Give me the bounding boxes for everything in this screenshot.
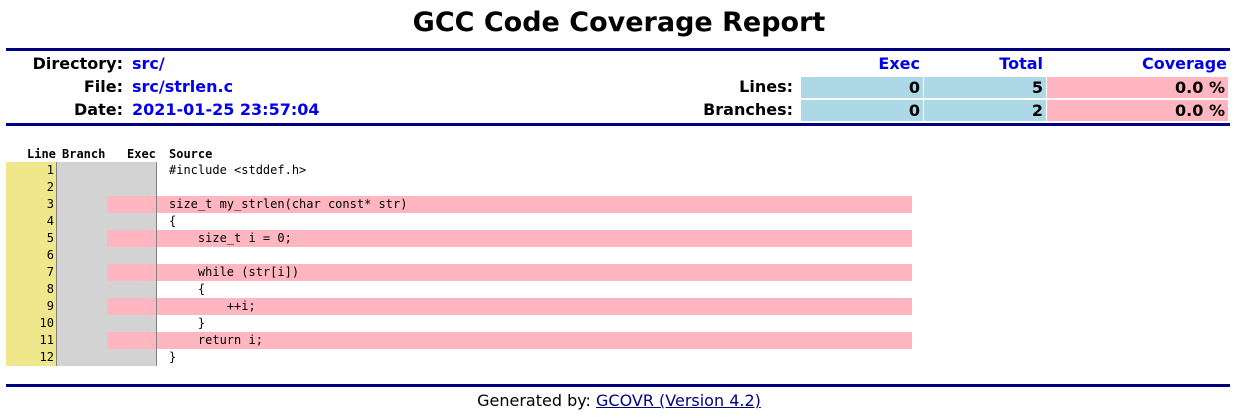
header-rule-bottom: [6, 123, 1230, 126]
line-number[interactable]: 4: [6, 213, 56, 230]
line-number[interactable]: 11: [6, 332, 56, 349]
exec-cell: [107, 247, 157, 264]
source-code: return i;: [157, 332, 912, 349]
col-header-line: Line: [27, 147, 56, 161]
branch-cell: [56, 349, 108, 366]
date-label: Date:: [74, 100, 123, 119]
file-value[interactable]: src/strlen.c: [132, 77, 234, 96]
line-number[interactable]: 10: [6, 315, 56, 332]
lines-exec: 0: [801, 77, 923, 98]
exec-cell: [107, 281, 157, 298]
source-code: [157, 179, 912, 196]
footer-rule: [6, 384, 1230, 387]
branches-total: 2: [924, 100, 1046, 121]
line-number[interactable]: 6: [6, 247, 56, 264]
page-title: GCC Code Coverage Report: [412, 7, 826, 38]
file-label: File:: [83, 77, 123, 96]
exec-cell: [107, 162, 157, 179]
date-value: 2021-01-25 23:57:04: [132, 100, 320, 119]
branch-cell: [56, 247, 108, 264]
col-header-source: Source: [169, 147, 213, 161]
line-number[interactable]: 1: [6, 162, 56, 179]
line-number[interactable]: 7: [6, 264, 56, 281]
source-row: 1 #include <stddef.h>: [6, 162, 912, 179]
source-row: 8 {: [6, 281, 912, 298]
source-code: size_t i = 0;: [157, 230, 912, 247]
source-code: }: [169, 316, 206, 330]
line-number[interactable]: 8: [6, 281, 56, 298]
header-rule-top: [6, 48, 1230, 51]
source-row: 7 while (str[i]): [6, 264, 912, 281]
source-row: 2: [6, 179, 912, 196]
exec-cell: [107, 298, 157, 315]
exec-cell: [107, 264, 157, 281]
source-row: 3 size_t my_strlen(char const* str): [6, 196, 912, 213]
source-row: 11 return i;: [6, 332, 912, 349]
lines-label: Lines:: [739, 77, 793, 96]
source-code: {: [169, 214, 177, 228]
branches-exec: 0: [801, 100, 923, 121]
lines-coverage: 0.0 %: [1047, 77, 1228, 98]
branches-coverage: 0.0 %: [1047, 100, 1228, 121]
branches-label: Branches:: [703, 100, 793, 119]
source-code: {: [169, 282, 206, 296]
coverage-header[interactable]: Coverage: [1141, 54, 1227, 73]
exec-cell: [107, 213, 157, 230]
source-row: 5 size_t i = 0;: [6, 230, 912, 247]
branch-cell: [56, 196, 108, 213]
exec-cell: [107, 332, 157, 349]
branch-cell: [56, 315, 108, 332]
footer-prefix: Generated by:: [477, 391, 596, 410]
branch-cell: [56, 213, 108, 230]
branch-cell: [56, 162, 108, 179]
branch-cell: [56, 332, 108, 349]
branch-cell: [56, 281, 108, 298]
line-number[interactable]: 2: [6, 179, 56, 196]
col-header-exec: Exec: [127, 147, 156, 161]
total-header[interactable]: Total: [999, 54, 1043, 73]
source-row: 9 ++i;: [6, 298, 912, 315]
source-table: 1 #include <stddef.h> 2 3 size_t my_strlen(c…: [6, 162, 912, 366]
exec-cell: [107, 230, 157, 247]
source-code: size_t my_strlen(char const* str): [157, 196, 912, 213]
source-code: }: [169, 350, 177, 364]
source-code: while (str[i]): [157, 264, 912, 281]
line-number[interactable]: 9: [6, 298, 56, 315]
source-row: 12}: [6, 349, 912, 366]
exec-header[interactable]: Exec: [878, 54, 920, 73]
footer: Generated by: GCOVR (Version 4.2): [0, 390, 1238, 412]
directory-label: Directory:: [32, 54, 123, 73]
source-code: [157, 247, 912, 264]
line-number[interactable]: 12: [6, 349, 56, 366]
directory-value[interactable]: src/: [132, 54, 165, 73]
lines-total: 5: [924, 77, 1046, 98]
branch-cell: [56, 179, 108, 196]
exec-cell: [107, 196, 157, 213]
source-code: ++i;: [157, 298, 912, 315]
source-row: 10 }: [6, 315, 912, 332]
line-number[interactable]: 3: [6, 196, 56, 213]
exec-cell: [107, 179, 157, 196]
branch-cell: [56, 264, 108, 281]
branch-cell: [56, 230, 108, 247]
exec-cell: [107, 349, 157, 366]
branch-cell: [56, 298, 108, 315]
col-header-branch: Branch: [62, 147, 106, 161]
source-row: 6: [6, 247, 912, 264]
exec-cell: [107, 315, 157, 332]
source-row: 4{: [6, 213, 912, 230]
line-number[interactable]: 5: [6, 230, 56, 247]
gcovr-link[interactable]: GCOVR (Version 4.2): [596, 391, 761, 410]
source-code: #include <stddef.h>: [169, 163, 307, 177]
